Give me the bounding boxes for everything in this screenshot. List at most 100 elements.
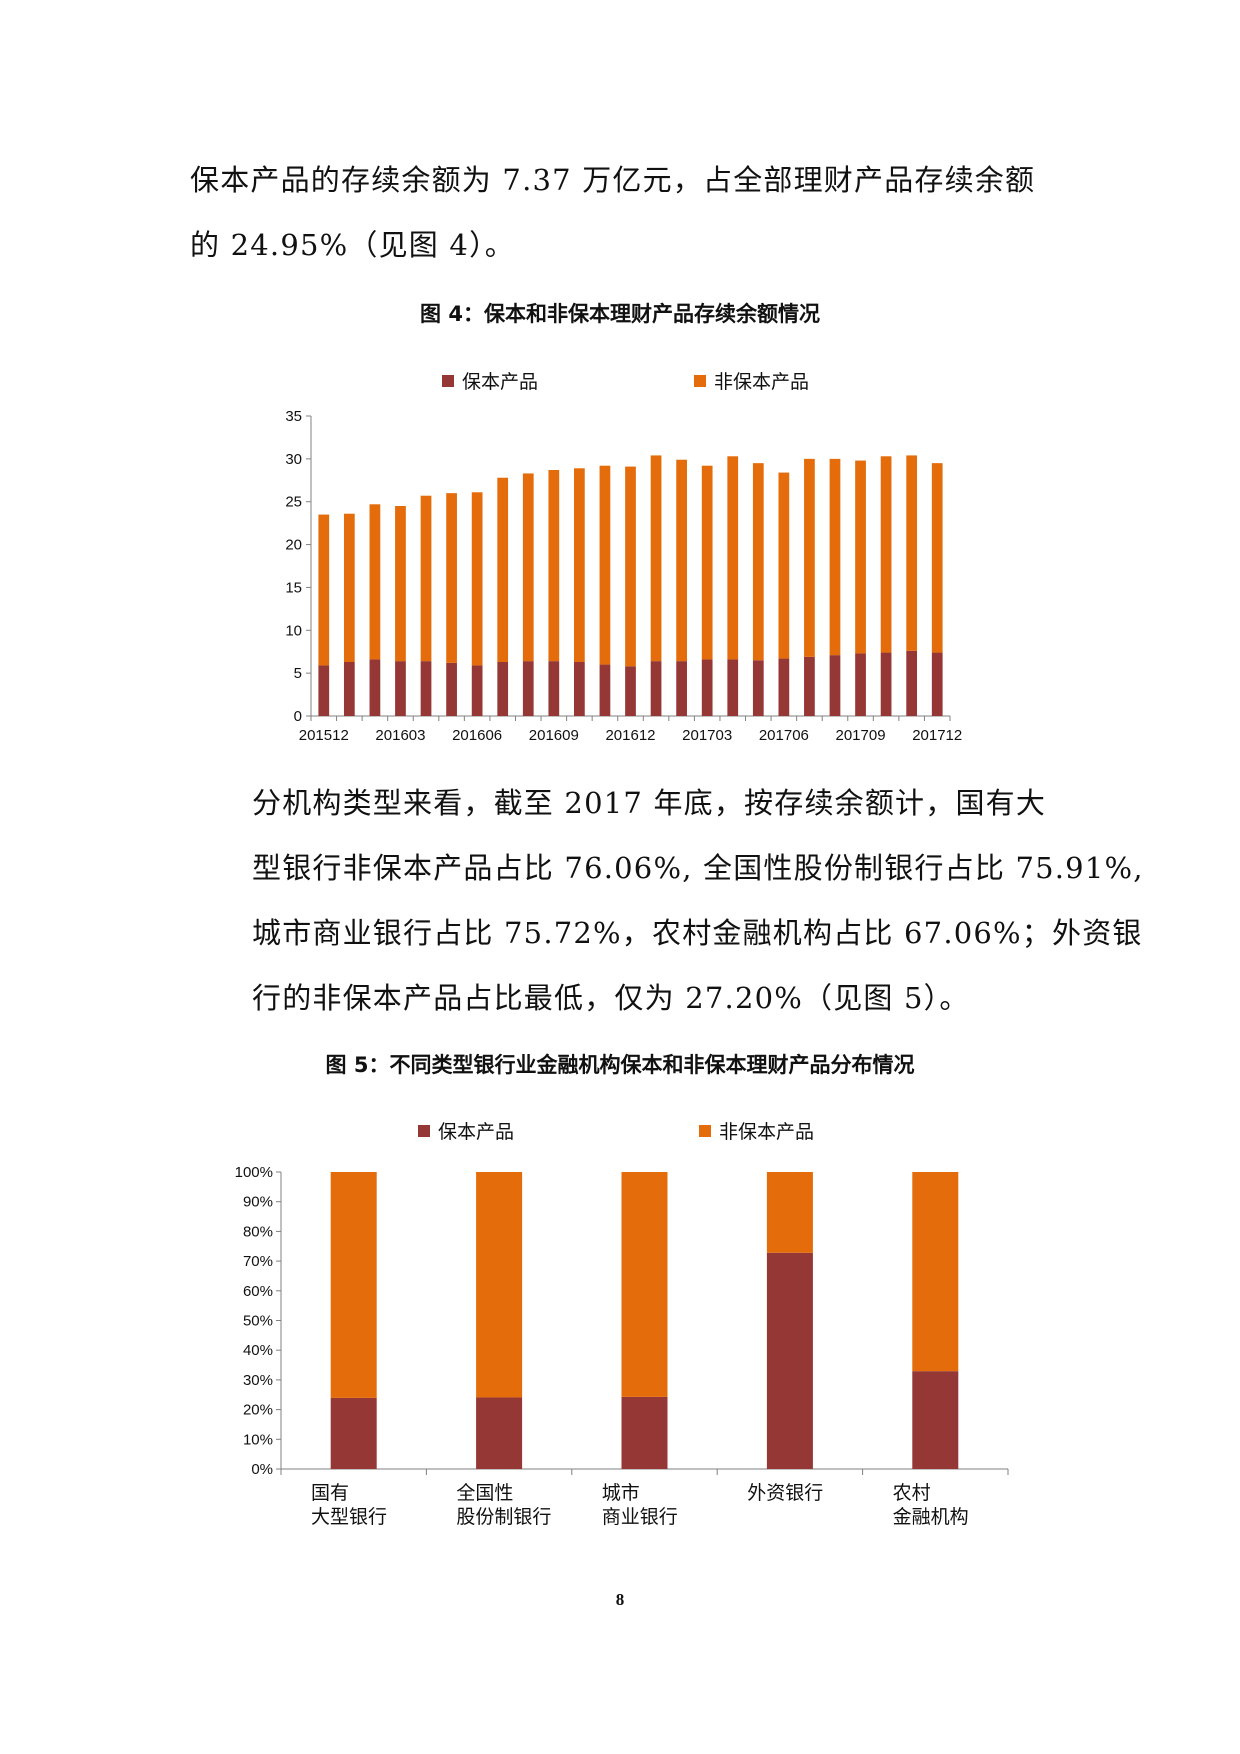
paragraph-1: 保本产品的存续余额为 7.37 万亿元，占全部理财产品存续余额 的 24.95%… bbox=[190, 148, 1052, 278]
y-tick-label: 30% bbox=[243, 1372, 273, 1389]
bar-guaranteed-201605 bbox=[446, 662, 457, 716]
y-tick-label: 70% bbox=[243, 1253, 273, 1270]
bar-guaranteed-201708 bbox=[829, 655, 841, 716]
y-tick-label: 90% bbox=[243, 1194, 273, 1211]
bar-non-guaranteed-201606 bbox=[471, 492, 483, 666]
bar-guaranteed-0 bbox=[330, 1397, 377, 1469]
bar-guaranteed-201603 bbox=[395, 661, 406, 716]
paragraph-line: 分机构类型来看，截至 2017 年底，按存续余额计，国有大 bbox=[252, 786, 1047, 820]
x-category-label: 国有 bbox=[311, 1482, 349, 1504]
bar-non-guaranteed-201703 bbox=[701, 465, 713, 660]
x-tick-label: 201512 bbox=[299, 727, 349, 744]
bar-guaranteed-1 bbox=[476, 1397, 523, 1469]
x-category-label: 城市 bbox=[602, 1482, 640, 1504]
paragraph-line: 型银行非保本产品占比 76.06%, 全国性股份制银行占比 75.91%, bbox=[252, 851, 1144, 885]
x-tick-label: 201712 bbox=[912, 727, 962, 744]
paragraph-2: 分机构类型来看，截至 2017 年底，按存续余额计，国有大 型银行非保本产品占比… bbox=[190, 771, 1144, 1031]
page-number: 8 bbox=[615, 1590, 625, 1609]
bar-non-guaranteed-201607 bbox=[497, 477, 509, 662]
bar-guaranteed-201612 bbox=[625, 666, 636, 716]
bar-guaranteed-4 bbox=[912, 1371, 959, 1469]
y-tick-label: 35 bbox=[285, 408, 302, 425]
bar-guaranteed-201709 bbox=[855, 653, 866, 716]
bar-guaranteed-201512 bbox=[318, 665, 330, 716]
bar-guaranteed-201702 bbox=[676, 661, 687, 716]
bar-non-guaranteed-201512 bbox=[318, 514, 330, 666]
x-tick-label: 201612 bbox=[605, 727, 655, 744]
bar-guaranteed-201710 bbox=[880, 652, 892, 716]
bar-non-guaranteed-201709 bbox=[855, 460, 866, 654]
bar-non-guaranteed-201704 bbox=[727, 456, 739, 660]
paragraph-line: 行的非保本产品占比最低，仅为 27.20%（见图 5）。 bbox=[252, 981, 970, 1015]
y-tick-label: 40% bbox=[243, 1342, 273, 1359]
bar-guaranteed-201712 bbox=[931, 652, 943, 716]
y-tick-label: 20 bbox=[285, 537, 302, 554]
bar-guaranteed-201604 bbox=[420, 661, 432, 716]
x-tick-label: 201609 bbox=[529, 727, 579, 744]
bar-guaranteed-201611 bbox=[599, 664, 611, 716]
x-tick-label: 201606 bbox=[452, 727, 502, 744]
bar-non-guaranteed-201610 bbox=[574, 468, 585, 662]
x-category-label: 商业银行 bbox=[602, 1506, 678, 1528]
y-tick-label: 15 bbox=[285, 579, 302, 596]
legend-swatch-non-guaranteed bbox=[694, 375, 706, 387]
bar-non-guaranteed-201701 bbox=[650, 455, 662, 662]
bar-non-guaranteed-201612 bbox=[625, 466, 636, 667]
legend-label-non-guaranteed: 非保本产品 bbox=[719, 1121, 814, 1143]
y-tick-label: 0 bbox=[294, 708, 302, 725]
bar-non-guaranteed-201708 bbox=[829, 458, 841, 656]
y-tick-label: 25 bbox=[285, 494, 302, 511]
y-tick-label: 100% bbox=[235, 1164, 273, 1181]
bar-non-guaranteed-201711 bbox=[906, 455, 918, 651]
y-tick-label: 5 bbox=[294, 665, 302, 682]
x-category-label: 大型银行 bbox=[311, 1506, 387, 1528]
bar-non-guaranteed-201602 bbox=[369, 504, 381, 660]
bar-non-guaranteed-1 bbox=[476, 1172, 523, 1398]
legend-label-non-guaranteed: 非保本产品 bbox=[714, 371, 809, 393]
paragraph-line: 城市商业银行占比 75.72%，农村金融机构占比 67.06%；外资银 bbox=[252, 916, 1143, 950]
figure-5-chart: 保本产品 非保本产品 0% 10% 20% 30% 40% 50% 60% 70% 80% 90% 10… bbox=[235, 1121, 1009, 1528]
bar-guaranteed-201610 bbox=[574, 662, 585, 716]
y-tick-label: 10 bbox=[285, 622, 302, 639]
paragraph-line: 的 24.95%（见图 4）。 bbox=[190, 228, 515, 262]
figure-5-title: 图 5：不同类型银行业金融机构保本和非保本理财产品分布情况 bbox=[325, 1053, 915, 1077]
bar-guaranteed-201601 bbox=[343, 662, 355, 716]
bar-non-guaranteed-201605 bbox=[446, 493, 457, 663]
bar-guaranteed-201609 bbox=[548, 661, 560, 716]
x-tick-label: 201706 bbox=[759, 727, 809, 744]
bar-non-guaranteed-201707 bbox=[804, 458, 815, 657]
y-tick-label: 10% bbox=[243, 1431, 273, 1448]
bar-guaranteed-201606 bbox=[471, 665, 483, 716]
bar-non-guaranteed-201706 bbox=[778, 472, 790, 659]
bar-non-guaranteed-201608 bbox=[522, 473, 534, 662]
bar-non-guaranteed-2 bbox=[621, 1172, 668, 1397]
bar-non-guaranteed-201705 bbox=[752, 463, 764, 661]
y-tick-label: 0% bbox=[251, 1461, 273, 1478]
bar-guaranteed-201701 bbox=[650, 661, 662, 716]
bar-guaranteed-201707 bbox=[804, 656, 815, 716]
bar-guaranteed-201706 bbox=[778, 658, 790, 716]
x-category-label: 股份制银行 bbox=[456, 1506, 551, 1528]
legend-label-guaranteed: 保本产品 bbox=[462, 371, 538, 393]
bar-non-guaranteed-201604 bbox=[420, 495, 432, 662]
x-category-label: 金融机构 bbox=[893, 1506, 969, 1528]
bar-non-guaranteed-201609 bbox=[548, 470, 560, 662]
bar-guaranteed-2 bbox=[621, 1396, 668, 1469]
legend-swatch-guaranteed bbox=[442, 375, 454, 387]
legend-swatch-non-guaranteed bbox=[699, 1125, 711, 1137]
bar-non-guaranteed-201603 bbox=[395, 506, 406, 662]
figure-4-chart: 保本产品 非保本产品 0 5 10 15 20 25 30 35 201512 201603 20160… bbox=[285, 371, 962, 744]
bar-non-guaranteed-201702 bbox=[676, 459, 687, 662]
bar-non-guaranteed-3 bbox=[766, 1172, 813, 1253]
bar-non-guaranteed-201611 bbox=[599, 465, 611, 665]
bar-non-guaranteed-201601 bbox=[343, 513, 355, 662]
y-tick-label: 60% bbox=[243, 1283, 273, 1300]
bar-guaranteed-201703 bbox=[701, 659, 713, 716]
x-category-label: 全国性 bbox=[456, 1482, 513, 1504]
bar-guaranteed-201705 bbox=[752, 660, 764, 716]
bar-guaranteed-201602 bbox=[369, 659, 381, 716]
x-category-label: 外资银行 bbox=[747, 1482, 823, 1504]
bar-guaranteed-201704 bbox=[727, 659, 739, 716]
bar-non-guaranteed-201712 bbox=[931, 463, 943, 653]
y-tick-label: 20% bbox=[243, 1402, 273, 1419]
